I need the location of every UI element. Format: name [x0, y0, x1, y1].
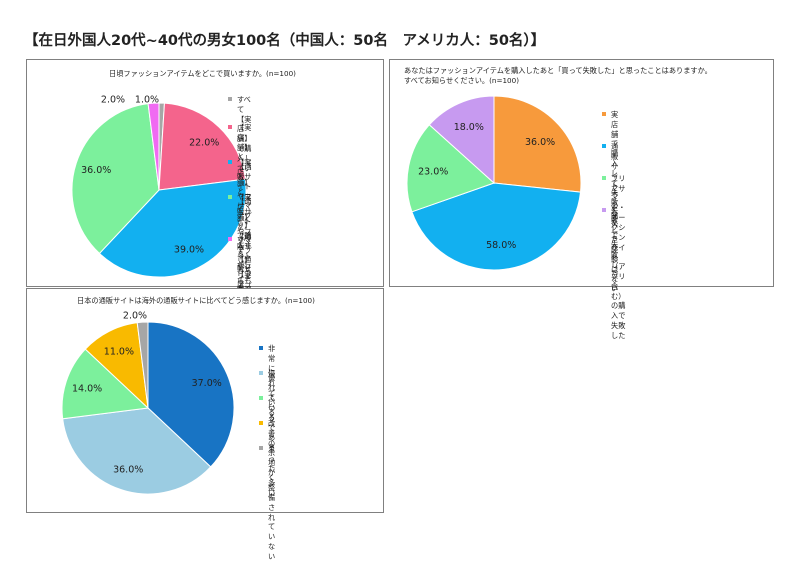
pie-slice — [61, 348, 150, 420]
legend-label: 非常に優れている — [268, 344, 276, 422]
legend-label: ふつうである — [268, 394, 276, 452]
pie-slice — [62, 407, 212, 495]
legend-label: まったく整備されていない — [268, 444, 276, 561]
data-label: 2.0% — [123, 311, 147, 322]
legend-item: 優れている — [259, 369, 275, 418]
pie-chart: 37.0% 36.0% 14.0% 11.0% 2.0% — [61, 311, 235, 495]
pie-slice — [493, 95, 582, 193]
legend-item: 通販サイトでの購入で失敗した — [602, 142, 618, 279]
legend-swatch — [228, 125, 232, 129]
legend-swatch — [228, 160, 232, 164]
data-label: 39.0% — [174, 244, 204, 255]
legend-item: 失敗した経験はない — [602, 206, 618, 294]
data-label: 14.0% — [72, 384, 102, 395]
pie-slice — [136, 321, 149, 409]
pie-chart: 36.0% 58.0% 23.0% 18.0% — [406, 95, 582, 271]
legend-label: フリマサイト・オークションサイト （アプリ含む）の購入で失敗した — [611, 174, 626, 340]
legend-label: 改善の余地が多い — [268, 419, 276, 497]
legend-item: ふつうである — [259, 394, 275, 453]
legend-swatch — [602, 112, 606, 116]
pie-slice — [147, 102, 160, 191]
legend-item: フリマサイト・オークションサイト （アプリ含む）の購入で失敗した — [602, 174, 625, 341]
pie-slice — [98, 178, 247, 278]
legend-item: 非常に優れている — [259, 344, 275, 422]
legend-swatch — [602, 176, 606, 180]
legend-swatch — [602, 208, 606, 212]
legend-item: 改善の余地が多い — [259, 419, 275, 497]
legend-item: 実店舗で購入して失敗した — [602, 110, 618, 228]
pie-slice — [147, 321, 235, 468]
legend-label: 優れている — [268, 369, 276, 418]
data-label: 36.0% — [525, 137, 555, 148]
data-label: 58.0% — [486, 240, 516, 251]
data-label: 23.0% — [418, 166, 448, 177]
data-label: 36.0% — [113, 464, 143, 475]
legend-swatch — [259, 446, 263, 450]
page-title: 【在日外国人20代~40代の男女100名（中国人：50名 アメリカ人：50名）】 — [24, 33, 546, 49]
pie-slice — [158, 102, 246, 191]
legend-swatch — [228, 237, 232, 241]
legend-swatch — [228, 97, 232, 101]
legend-swatch — [228, 195, 232, 199]
legend-swatch — [259, 371, 263, 375]
pie-slice — [411, 182, 582, 271]
legend-item: すべて【実店舗】で購入している — [228, 95, 251, 183]
legend-swatch — [602, 144, 606, 148]
chart-title: 日頃ファッションアイテムをどこで買いますか。(n=100) — [109, 69, 296, 78]
data-label: 11.0% — [104, 347, 134, 358]
legend-label: 実店舗で購入して失敗した — [611, 110, 619, 227]
legend-label: 通販サイトでの購入で失敗した — [611, 142, 619, 279]
data-label: 18.0% — [454, 122, 484, 133]
chart-panel-site-comparison: 日本の通販サイトは海外の通販サイトに比べてどう感じますか。(n=100) 37.… — [26, 288, 384, 561]
pie-chart: 1.0% 22.0% 39.0% 36.0% 2.0% — [71, 95, 247, 278]
chart-title: 日本の通販サイトは海外の通販サイトに比べてどう感じますか。(n=100) — [77, 296, 315, 305]
legend-label: すべて【実店舗】で購入している — [237, 95, 252, 183]
legend-swatch — [259, 421, 263, 425]
pie-slice — [406, 124, 495, 213]
data-label: 1.0% — [135, 95, 159, 106]
legend-swatch — [259, 396, 263, 400]
data-label: 22.0% — [189, 137, 219, 148]
pie-slice — [428, 95, 495, 185]
data-label: 2.0% — [101, 95, 125, 106]
chart-title: あなたはファッションアイテムを購入したあと「買って失敗した」と思ったことはありま… — [404, 66, 712, 85]
legend-item: まったく整備されていない — [259, 444, 275, 562]
data-label: 36.0% — [81, 165, 111, 176]
legend-swatch — [259, 346, 263, 350]
chart-panel-purchase-location: 日頃ファッションアイテムをどこで買いますか。(n=100) 1.0% 22.0% 3… — [26, 59, 384, 447]
data-label: 37.0% — [192, 378, 222, 389]
legend-label: 失敗した経験はない — [611, 206, 619, 294]
chart-panel-purchase-failure: あなたはファッションアイテムを購入したあと「買って失敗した」と思ったことはありま… — [389, 59, 774, 340]
pie-slice — [71, 103, 160, 255]
